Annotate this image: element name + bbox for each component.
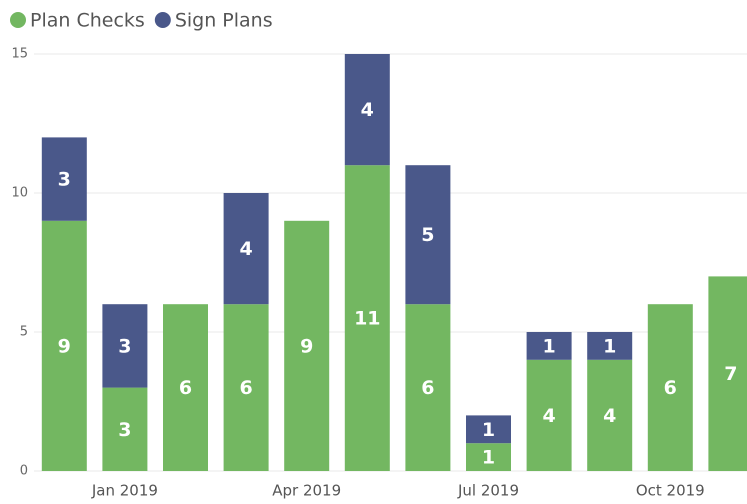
bar-segment	[647, 304, 693, 471]
data-label: 4	[542, 405, 555, 427]
x-tick-label: Jul 2019	[457, 482, 519, 500]
legend-marker	[154, 12, 171, 28]
legend-label: Plan Checks	[30, 10, 145, 32]
bar-segment	[405, 165, 451, 305]
data-label: 1	[482, 447, 495, 469]
y-tick-label: 5	[20, 325, 28, 340]
data-label: 3	[118, 335, 131, 357]
bar-segment	[41, 220, 87, 471]
bar-segment	[163, 304, 208, 471]
bar-segment	[344, 165, 390, 471]
data-label: 4	[239, 238, 252, 260]
data-label: 9	[58, 335, 71, 357]
bar-segment	[102, 304, 148, 388]
y-tick-label: 15	[11, 47, 28, 62]
legend-marker	[10, 12, 26, 28]
bar-segment	[223, 193, 269, 305]
x-tick-label: Apr 2019	[272, 482, 341, 500]
legend-label: Sign Plans	[175, 10, 273, 32]
bar-segment	[41, 137, 87, 221]
data-label: 1	[482, 419, 495, 441]
data-label: 1	[542, 335, 555, 357]
bar-segment	[526, 359, 572, 471]
data-label: 6	[421, 377, 434, 399]
bar-segment	[526, 332, 572, 360]
bar-segment	[587, 359, 633, 471]
data-label: 7	[724, 363, 737, 385]
bar-segment	[102, 387, 148, 471]
bar-segment	[466, 443, 511, 471]
bar-segment	[405, 304, 451, 471]
bar-segment	[587, 332, 633, 360]
bar-segment	[344, 54, 390, 166]
x-tick-label: Oct 2019	[636, 482, 705, 500]
bar-segment	[223, 304, 269, 471]
data-label: 3	[58, 169, 71, 191]
data-label: 6	[664, 377, 677, 399]
data-label: 11	[354, 308, 380, 330]
bar-segment	[284, 220, 330, 471]
data-label: 4	[603, 405, 616, 427]
data-label: 9	[300, 335, 313, 357]
y-tick-label: 0	[20, 464, 28, 479]
x-tick-label: Jan 2019	[91, 482, 158, 500]
bar-segment	[708, 276, 747, 471]
data-label: 3	[118, 419, 131, 441]
data-label: 4	[361, 99, 374, 121]
data-label: 6	[239, 377, 252, 399]
y-tick-label: 10	[11, 186, 28, 201]
bar-segment	[466, 415, 511, 444]
data-label: 5	[421, 224, 434, 246]
data-label: 6	[179, 377, 192, 399]
data-label: 1	[603, 335, 616, 357]
